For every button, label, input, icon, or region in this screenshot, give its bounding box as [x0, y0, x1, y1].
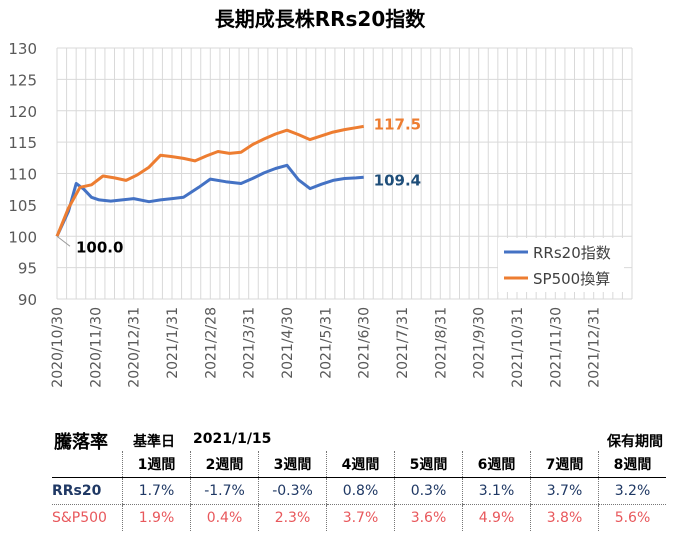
header-corner: [52, 451, 123, 478]
series-line-rrs20: [55, 163, 364, 237]
period-header: 4週間: [326, 451, 395, 478]
table-header-row: 1週間 2週間 3週間 4週間 5週間 6週間 7週間 8週間: [52, 451, 666, 478]
performance-table: 1週間 2週間 3週間 4週間 5週間 6週間 7週間 8週間 RRs20 1.…: [52, 451, 666, 531]
period-header: 7週間: [530, 451, 599, 478]
rrs20-value: -0.3%: [258, 477, 327, 505]
x-tick-label: 2021/11/30: [548, 307, 564, 388]
period-header: 8週間: [598, 451, 666, 478]
x-tick-label: 2021/10/31: [510, 307, 526, 388]
y-tick-label: 110: [8, 166, 37, 184]
period-header: 5週間: [394, 451, 463, 478]
annotation-start-value: 100.0: [76, 238, 123, 256]
y-tick-label: 95: [18, 260, 37, 278]
sp500-value: 3.7%: [326, 504, 395, 531]
y-tick-label: 120: [8, 103, 37, 121]
rrs20-value: 3.1%: [462, 477, 531, 505]
sp500-value: 3.8%: [530, 504, 599, 531]
x-tick-label: 2021/8/31: [433, 307, 449, 379]
period-header: 3週間: [258, 451, 327, 478]
sp500-value: 2.3%: [258, 504, 327, 531]
rrs20-value: -1.7%: [190, 477, 259, 505]
x-tick-label: 2020/11/30: [88, 307, 104, 388]
row-label-sp500: S&P500: [52, 510, 107, 526]
x-tick-label: 2021/6/30: [357, 307, 373, 379]
sp500-value: 3.6%: [394, 504, 463, 531]
sp500-value: 5.6%: [598, 504, 666, 531]
sp500-value: 0.4%: [190, 504, 259, 531]
y-tick-label: 105: [8, 197, 37, 215]
annotation-sp500-end: 117.5: [374, 115, 421, 133]
x-tick-label: 2021/1/31: [165, 307, 181, 379]
y-tick-label: 115: [8, 134, 37, 152]
rrs20-value: 0.3%: [394, 477, 463, 505]
table-row: S&P500 1.9% 0.4% 2.3% 3.7% 3.6% 4.9% 3.8…: [52, 504, 666, 531]
y-tick-label: 130: [8, 40, 37, 58]
table-row: RRs20 1.7% -1.7% -0.3% 0.8% 0.3% 3.1% 3.…: [52, 477, 666, 505]
x-tick-label: 2021/7/31: [395, 307, 411, 379]
y-tick-label: 125: [8, 71, 37, 89]
period-header: 1週間: [122, 451, 191, 478]
x-tick-label: 2021/9/30: [472, 307, 488, 379]
rrs20-value: 3.2%: [598, 477, 666, 505]
period-header: 2週間: [190, 451, 259, 478]
x-tick-label: 2021/4/30: [280, 307, 296, 379]
x-tick-label: 2020/12/31: [127, 307, 143, 388]
y-tick-label: 100: [8, 228, 37, 246]
line-chart: 長期成長株RRs20指数 90 95 100 105 110 115 120 125 130 2…: [8, 7, 633, 388]
rrs20-value: 0.8%: [326, 477, 395, 505]
performance-panel: 騰落率 基準日 2021/1/15 保有期間 1週間 2週間 3週間 4週間 5…: [0, 420, 682, 536]
base-date-label: 基準日: [133, 434, 175, 450]
legend-box: [498, 238, 624, 292]
y-tick-label: 90: [18, 291, 37, 309]
holding-period-label: 保有期間: [607, 434, 663, 450]
sp500-value: 4.9%: [462, 504, 531, 531]
legend-label: RRs20指数: [533, 244, 611, 262]
annotation-rrs20-end: 109.4: [374, 171, 421, 189]
row-label-rrs20: RRs20: [52, 477, 123, 505]
sp500-value: 1.9%: [122, 504, 191, 531]
rrs20-value: 1.7%: [122, 477, 191, 505]
x-tick-label: 2021/3/31: [242, 307, 258, 379]
annotation-leader: [56, 235, 71, 247]
legend-label: SP500換算: [533, 270, 610, 288]
series-line-sp500: [55, 124, 364, 237]
rrs20-value: 3.7%: [530, 477, 599, 505]
x-tick-label: 2021/2/28: [203, 307, 219, 379]
x-tick-label: 2021/12/31: [587, 307, 603, 388]
performance-title: 騰落率: [54, 432, 108, 453]
x-tick-label: 2020/10/30: [50, 307, 66, 388]
chart-title: 長期成長株RRs20指数: [215, 7, 427, 31]
period-header: 6週間: [462, 451, 531, 478]
base-date-value: 2021/1/15: [193, 431, 272, 447]
x-tick-label: 2021/5/31: [318, 307, 334, 379]
